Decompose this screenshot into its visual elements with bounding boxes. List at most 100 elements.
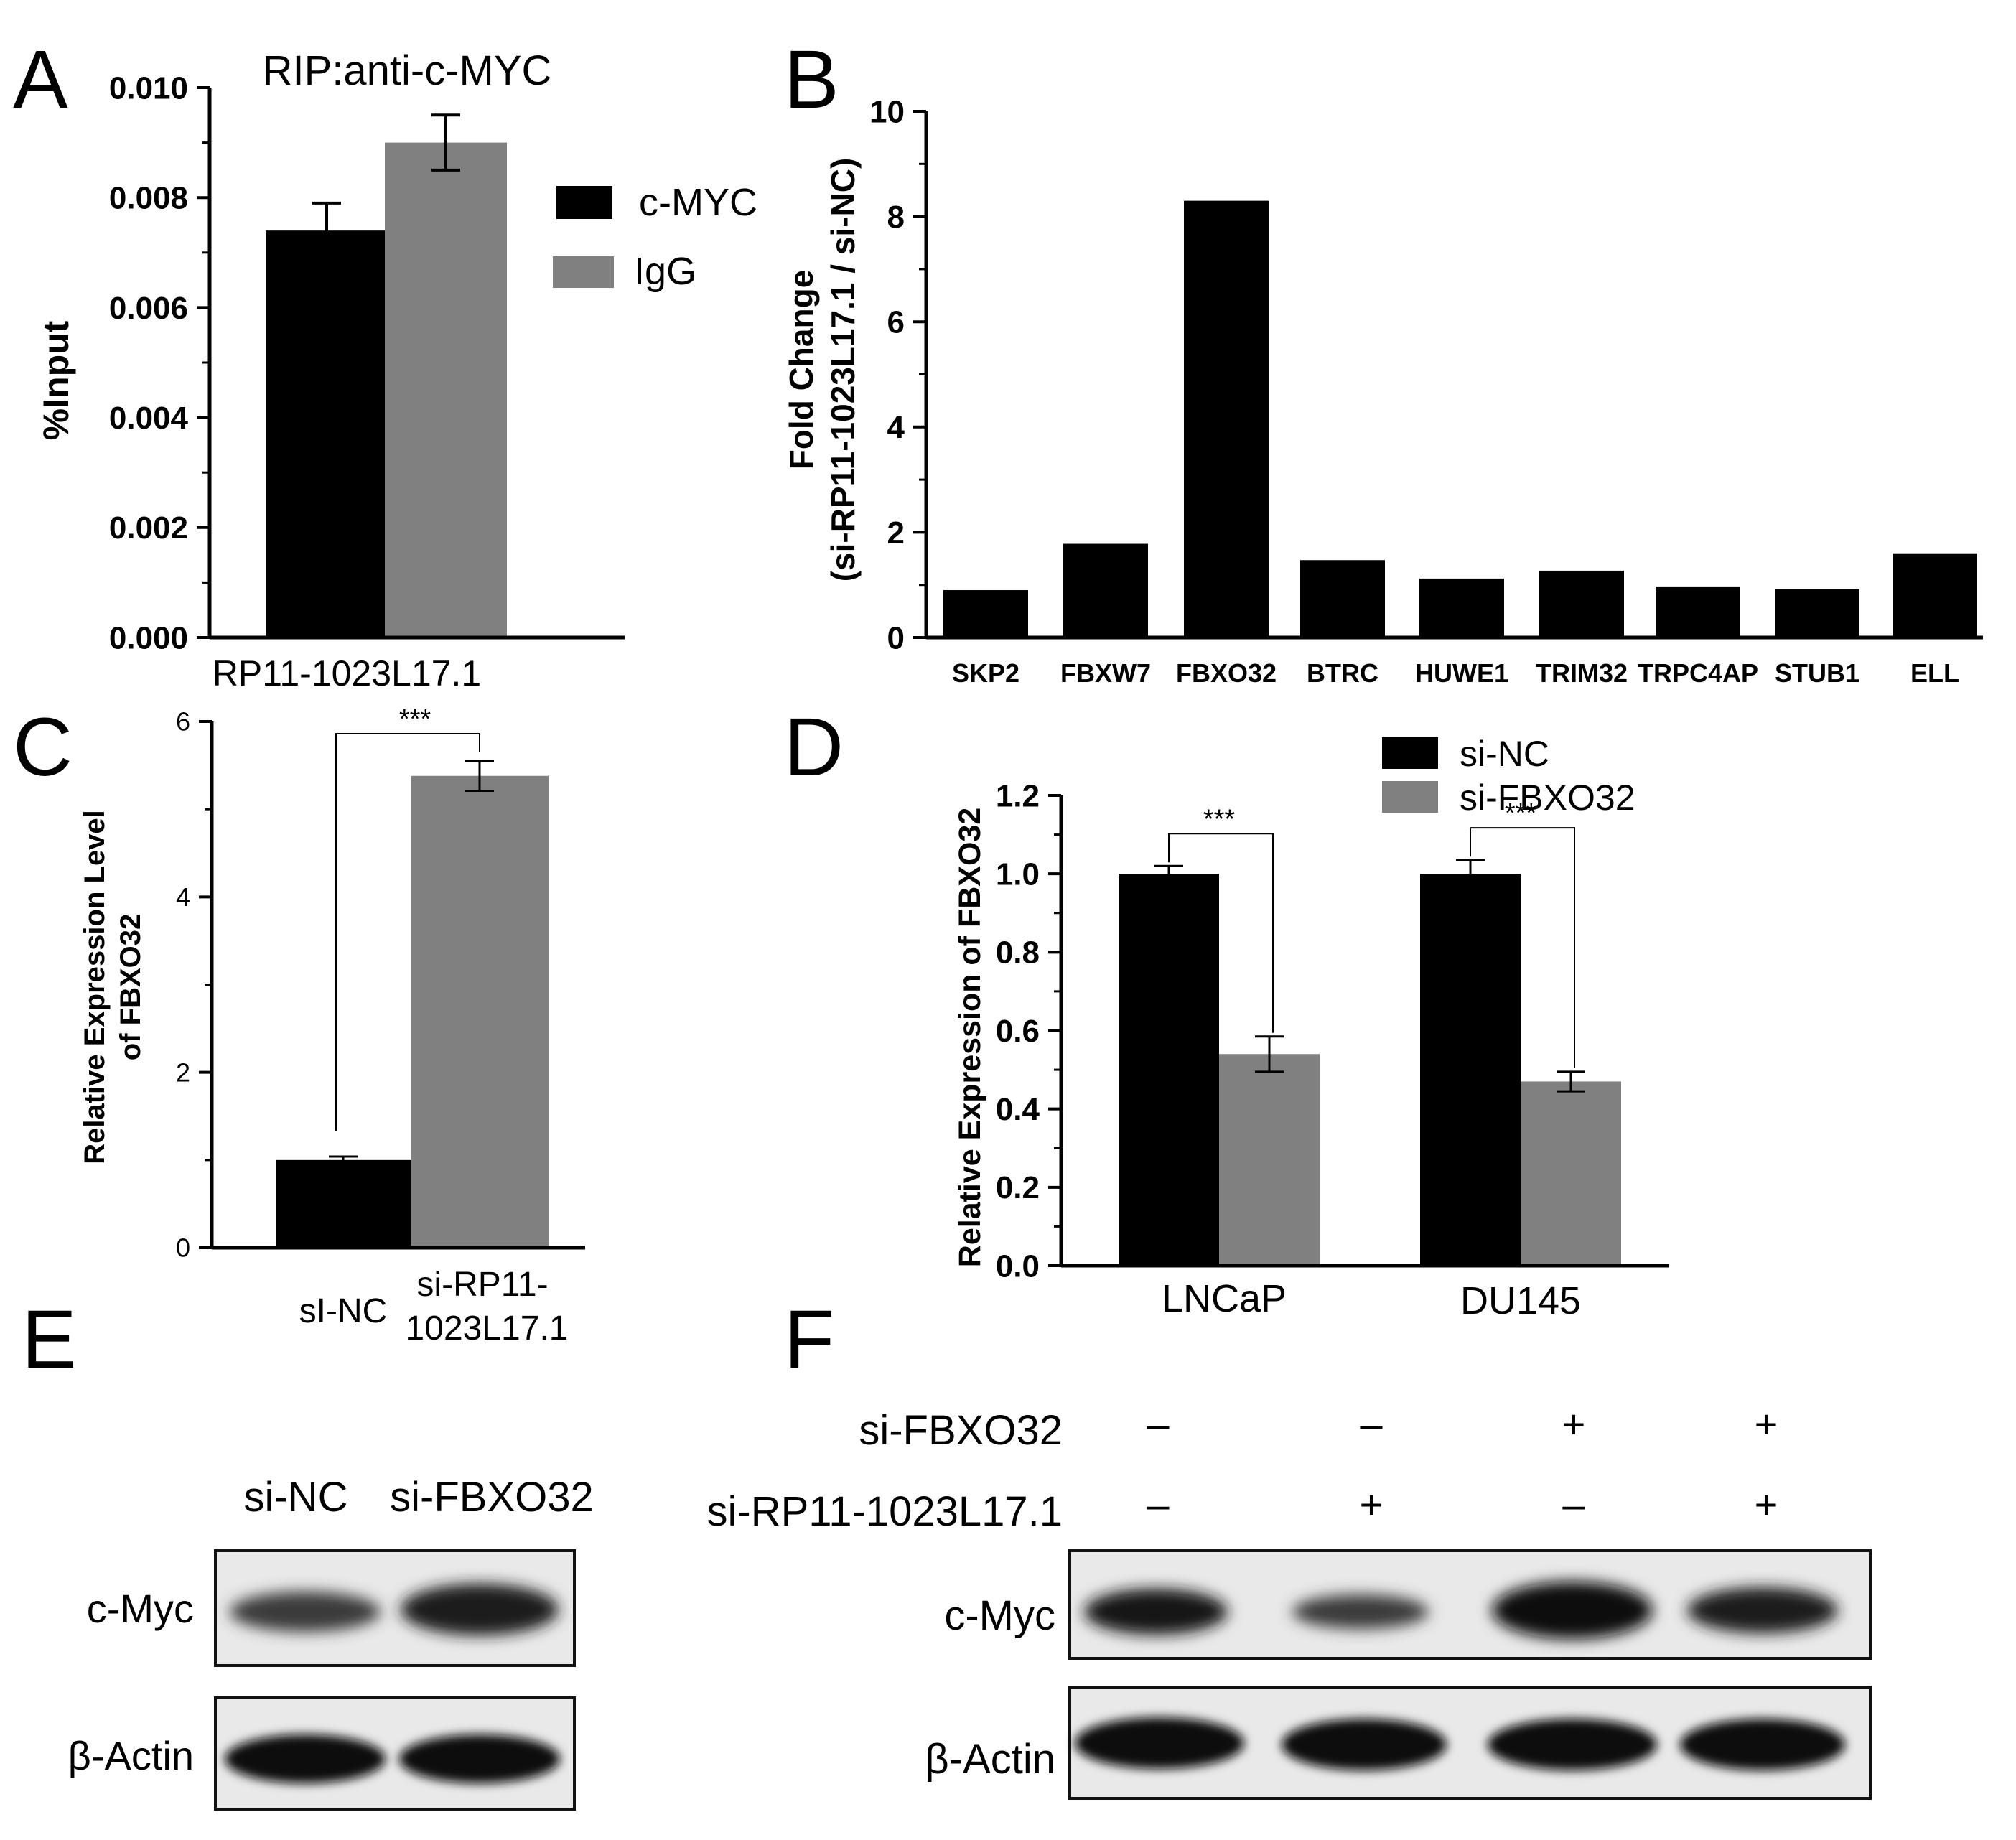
blot-f-condition-label-si-rp11: si-RP11-1023L17.1 xyxy=(707,1488,1063,1535)
significance-stars-d-du145: *** xyxy=(1505,798,1537,828)
panel-d-category-label-lncap: LNCaP xyxy=(1162,1277,1287,1320)
blot-f-c-myc-band-2 xyxy=(1292,1594,1429,1629)
bar-d-lncap-si-fbxo32 xyxy=(1219,1054,1320,1266)
panel-b-y-tick-label: 2 xyxy=(887,515,905,551)
panel-d-y-axis-label: Relative Expression of FBXO32 xyxy=(953,808,987,1267)
blot-f-mark: – xyxy=(1147,1401,1170,1447)
panel-c-y-axis-label-line1: Relative Expression Level xyxy=(79,810,111,1164)
significance-bracket-d-lncap xyxy=(1168,833,1274,1033)
panel-c-y-axis-label-line2: of FBXO32 xyxy=(115,914,146,1060)
panel-d-y-tick-label: 1.0 xyxy=(996,857,1040,892)
panel-f-western-blot: si-FBXO32 si-RP11-1023L17.1 – – + + – + – + c-M… xyxy=(707,1401,1872,1800)
legend-label-si-nc: si-NC xyxy=(1460,734,1549,774)
panel-letter-e: E xyxy=(22,1294,77,1386)
blot-f-condition-marks: – – + + – + – + xyxy=(1147,1401,1778,1527)
blot-f-mark: – xyxy=(1562,1482,1585,1527)
panel-b-x-tick-label: BTRC xyxy=(1307,658,1378,688)
panel-a-y-tick-label: 0.000 xyxy=(109,620,188,655)
panel-b-x-tick-label: SKP2 xyxy=(952,658,1019,688)
blot-f-c-myc-band-4 xyxy=(1687,1587,1838,1633)
panel-d-bars: *** *** xyxy=(1119,798,1621,1266)
blot-f-mark: – xyxy=(1360,1401,1383,1447)
panel-b-x-tick-label: TRPC4AP xyxy=(1638,658,1758,688)
bar-b-ell xyxy=(1893,553,1977,638)
blot-f-c-myc-band-3 xyxy=(1492,1582,1653,1639)
panel-d-y-tick-label: 0.8 xyxy=(996,935,1040,971)
blot-f-mark: + xyxy=(1562,1401,1586,1447)
legend-label-si-fbxo32: si-FBXO32 xyxy=(1460,777,1635,818)
blot-f-c-myc-band-1 xyxy=(1084,1589,1228,1635)
panel-d-y-tick-label: 0.2 xyxy=(996,1170,1040,1205)
blot-f-beta-actin-band-2 xyxy=(1282,1719,1447,1770)
panel-a-legend: c-MYC IgG xyxy=(553,181,757,293)
blot-f-mark: – xyxy=(1147,1482,1170,1527)
panel-letter-d: D xyxy=(784,701,844,793)
panel-d-y-tick-label: 0.6 xyxy=(996,1014,1040,1049)
panel-b-x-tick-label: STUB1 xyxy=(1775,658,1859,688)
panel-a-y-tick-label: 0.004 xyxy=(109,401,189,436)
blot-f-mark: + xyxy=(1755,1482,1778,1527)
panel-letter-a: A xyxy=(13,34,68,126)
blot-e-c-myc-band-2 xyxy=(401,1584,559,1635)
significance-stars-c: *** xyxy=(399,704,431,734)
blot-f-row-label-beta-actin: β-Actin xyxy=(925,1736,1055,1783)
panel-c-category-label-si-rp11-line2: 1023L17.1 xyxy=(406,1309,569,1348)
panel-a-category-label: RP11-1023L17.1 xyxy=(213,653,481,693)
panel-d-y-tick-label: 0.0 xyxy=(996,1248,1040,1284)
panel-d-chart: Relative Expression of FBXO32 *** *** 0.0… xyxy=(953,734,1669,1322)
panel-c-axes: 0 2 4 6 xyxy=(176,707,585,1263)
bar-b-trpc4ap xyxy=(1656,586,1740,638)
panel-letter-c: C xyxy=(13,701,73,793)
blot-e-beta-actin-band-2 xyxy=(399,1734,560,1783)
blot-f-beta-actin-band-4 xyxy=(1680,1719,1845,1770)
panel-b-y-axis-label-line1: Fold Change xyxy=(783,270,820,470)
panel-d-y-tick-label: 1.2 xyxy=(996,778,1040,813)
bar-b-fbxw7 xyxy=(1063,543,1148,638)
panel-a-y-tick-label: 0.010 xyxy=(109,70,188,106)
significance-stars-d-lncap: *** xyxy=(1203,804,1236,834)
blot-e-row-label-c-myc: c-Myc xyxy=(87,1586,194,1631)
panel-c-bars: *** xyxy=(276,704,549,1248)
significance-bracket-d-du145 xyxy=(1470,827,1575,1068)
panel-b-x-tick-label: HUWE1 xyxy=(1415,658,1508,688)
blot-f-row-label-c-myc: c-Myc xyxy=(944,1592,1055,1639)
panel-b-y-tick-label: 0 xyxy=(887,620,905,655)
legend-swatch-igg xyxy=(553,256,614,288)
legend-swatch-si-fbxo32 xyxy=(1382,781,1438,813)
panel-b-y-tick-label: 4 xyxy=(887,410,905,445)
panel-b-chart: Fold Change (si-RP11-1023L17.1 / si-NC) … xyxy=(783,94,1983,688)
blot-e-column-label-si-nc: si-NC xyxy=(244,1474,348,1521)
bar-b-stub1 xyxy=(1775,589,1859,638)
panel-b-y-tick-label: 10 xyxy=(869,94,905,129)
blot-e-beta-actin-band-1 xyxy=(225,1734,386,1783)
bar-c-si-nc xyxy=(276,1159,411,1248)
panel-letter-b: B xyxy=(784,34,839,126)
bar-c-si-rp11 xyxy=(411,775,549,1248)
panel-c-y-tick-label: 2 xyxy=(176,1057,190,1087)
blot-f-mark: + xyxy=(1360,1482,1383,1527)
blot-e-c-myc-band-1 xyxy=(230,1592,381,1632)
panel-b-bars: SKP2 FBXW7 FBXO32 BTRC HUWE1 TRIM32 TRPC4AP STU… xyxy=(943,200,1977,688)
panel-a-axes: 0.000 0.002 0.004 0.006 0.008 0.010 xyxy=(109,70,625,655)
panel-a-chart: RIP:anti-c-MYC %Input 0.000 0.002 0.004 0.0… xyxy=(36,47,757,693)
panel-c-category-label-si-nc: sI-NC xyxy=(299,1292,388,1330)
panel-a-title: RIP:anti-c-MYC xyxy=(263,47,552,94)
panel-b-x-tick-label: TRIM32 xyxy=(1536,658,1628,688)
panel-c-y-tick-label: 4 xyxy=(176,882,190,912)
panel-b-y-axis-label-line2: (si-RP11-1023L17.1 / si-NC) xyxy=(824,158,862,582)
panel-d-axes: 0.0 0.2 0.4 0.6 0.8 1.0 1.2 xyxy=(996,778,1669,1284)
panel-b-y-tick-label: 8 xyxy=(887,200,905,235)
legend-swatch-c-myc xyxy=(556,186,612,219)
bar-b-trim32 xyxy=(1539,570,1624,638)
blot-f-beta-actin-band-3 xyxy=(1488,1719,1657,1770)
panel-b-y-tick-label: 6 xyxy=(887,305,905,340)
panel-a-y-tick-label: 0.002 xyxy=(109,510,188,546)
panel-c-y-tick-label: 0 xyxy=(176,1233,190,1263)
blot-e-row-label-beta-actin: β-Actin xyxy=(68,1733,194,1778)
panel-a-y-axis-label: %Input xyxy=(36,320,76,440)
panel-d-legend: si-NC si-FBXO32 xyxy=(1382,734,1635,818)
blot-f-condition-label-si-fbxo32: si-FBXO32 xyxy=(859,1407,1063,1454)
bar-a-c-myc xyxy=(266,230,388,638)
panel-b-axes: 0 2 4 6 8 10 xyxy=(869,94,1983,655)
